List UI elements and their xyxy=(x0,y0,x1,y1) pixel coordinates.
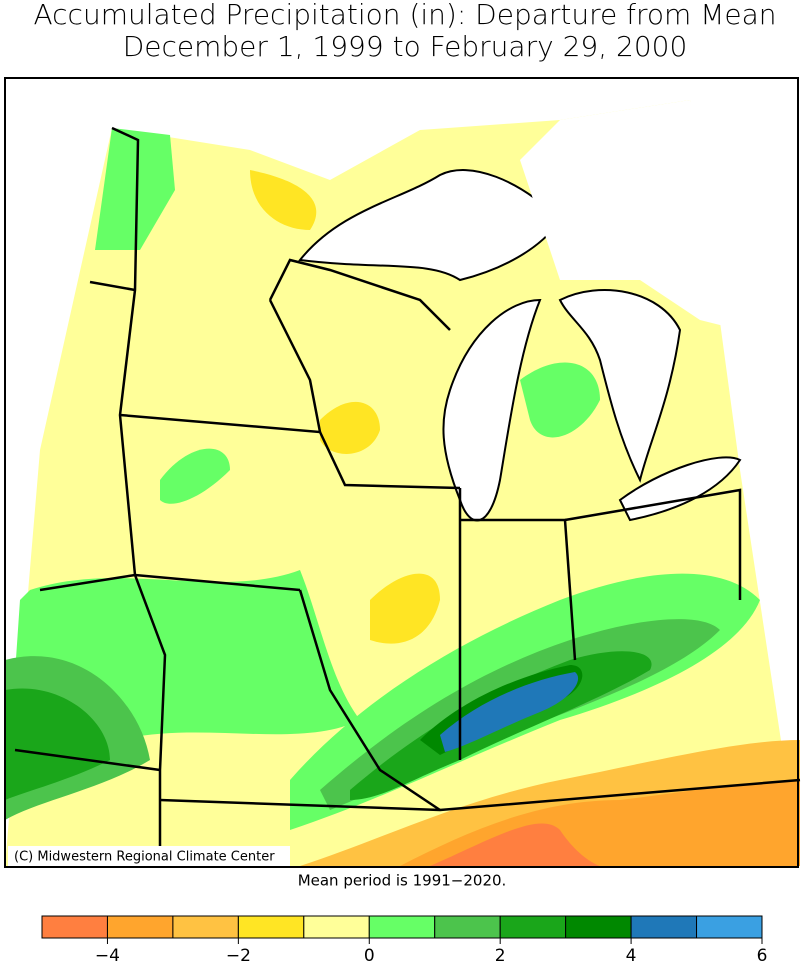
colorbar-bin xyxy=(368,915,436,939)
colorbar-bin xyxy=(565,915,632,939)
field xyxy=(430,823,600,866)
map: (C) Midwestern Regional Climate Center xyxy=(4,77,801,868)
colorbar-tick-label: −2 xyxy=(226,946,251,966)
canada-area xyxy=(520,100,740,330)
state-lines xyxy=(14,126,801,866)
field xyxy=(95,128,175,250)
colorbar-bin xyxy=(106,915,174,939)
colorbar-bin xyxy=(434,915,501,939)
field xyxy=(520,362,600,438)
map-frame xyxy=(4,77,799,868)
field xyxy=(370,573,440,644)
lake xyxy=(442,298,542,522)
field xyxy=(250,170,317,230)
field xyxy=(440,672,579,752)
colorbar-bin xyxy=(696,915,763,939)
colorbar: −4 −2 0 2 4 6 xyxy=(41,915,768,966)
colorbar-bin xyxy=(172,915,239,939)
colorbar-bin xyxy=(41,915,108,939)
colorbar-tick-label: 6 xyxy=(757,946,768,966)
colorbar-tick-label: 4 xyxy=(626,946,637,966)
colorbar-tick-label: 0 xyxy=(364,946,375,966)
colorbar-tick-label: 2 xyxy=(495,946,506,966)
credit-box xyxy=(8,846,290,866)
colorbar-bin xyxy=(237,915,305,939)
credit: (C) Midwestern Regional Climate Center xyxy=(14,850,275,865)
title-line: Accumulated Precipitation (in): Departur… xyxy=(34,0,777,31)
colorbar-bin xyxy=(630,915,698,939)
colorbar-bin xyxy=(303,915,370,939)
field xyxy=(5,688,110,800)
lake xyxy=(558,289,682,483)
colorbar-bin xyxy=(499,915,567,939)
colorbar-tick-label: −4 xyxy=(95,946,120,966)
field xyxy=(160,448,230,504)
note: Mean period is 1991−2020. xyxy=(298,872,507,890)
title-line: December 1, 1999 to February 29, 2000 xyxy=(123,30,688,63)
field xyxy=(320,401,380,454)
